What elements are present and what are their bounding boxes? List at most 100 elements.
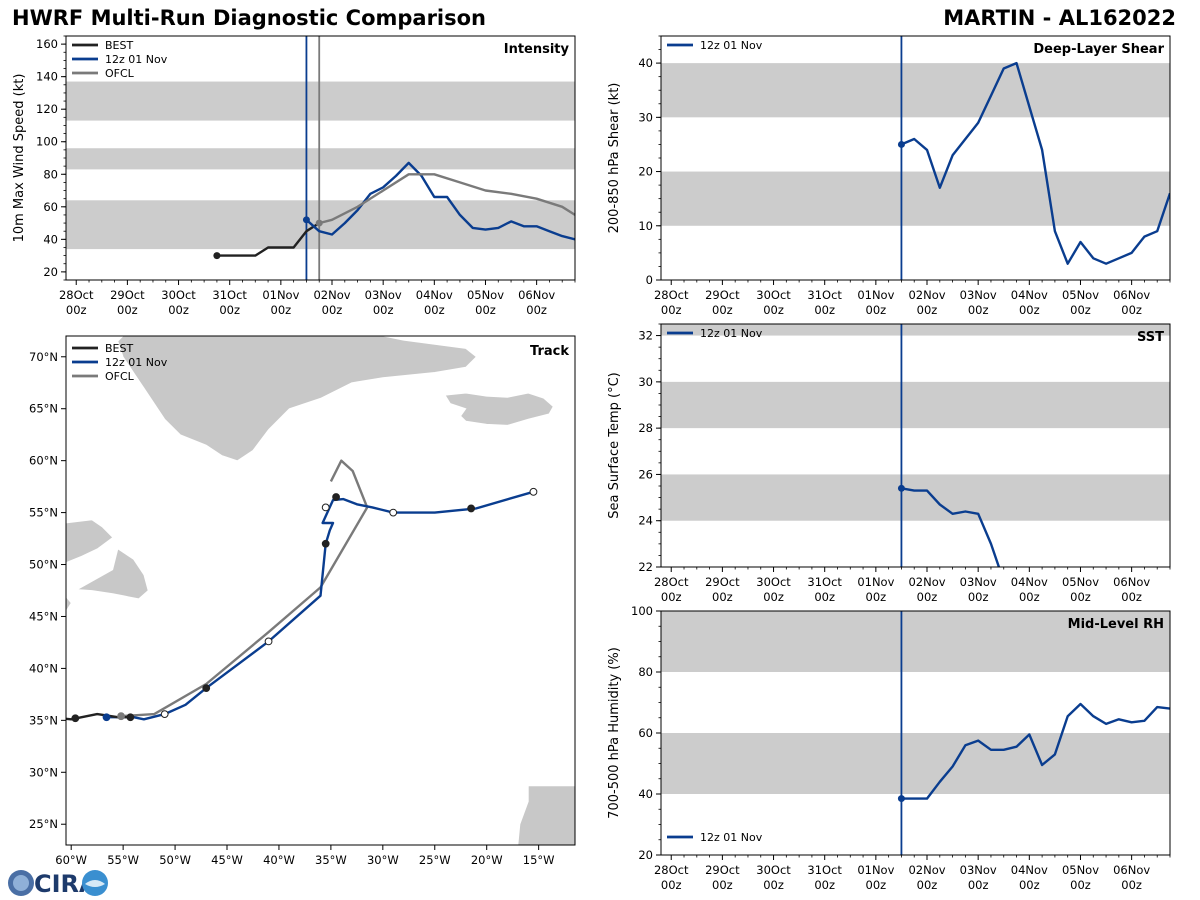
x-tick-label: 01Nov: [857, 863, 894, 877]
lat-tick-label: 65°N: [29, 402, 58, 416]
x-tick-sublabel: 00z: [917, 590, 938, 604]
x-tick-sublabel: 00z: [1121, 303, 1142, 317]
x-tick-sublabel: 00z: [866, 878, 887, 892]
x-tick-sublabel: 00z: [117, 303, 138, 317]
y-tick-label: 30: [638, 375, 653, 389]
x-tick-label: 30Oct: [756, 863, 791, 877]
track-line-ofcl: [121, 459, 369, 718]
storm-title: MARTIN - AL162022: [943, 6, 1176, 30]
threshold-band: [661, 381, 1170, 429]
page-title: HWRF Multi-Run Diagnostic Comparison: [12, 6, 487, 30]
y-tick-label: 100: [631, 604, 653, 618]
x-tick-sublabel: 00z: [814, 590, 835, 604]
x-tick-sublabel: 00z: [66, 303, 87, 317]
x-tick-label: 31Oct: [212, 288, 247, 302]
lon-tick-label: 55°W: [107, 853, 139, 867]
track-line-run: [106, 490, 534, 721]
x-tick-label: 29Oct: [705, 575, 740, 589]
x-tick-sublabel: 00z: [712, 303, 733, 317]
threshold-band: [661, 474, 1170, 521]
series-start-point-run: [897, 484, 905, 492]
track-marker-run: [321, 503, 330, 512]
x-tick-label: 28Oct: [654, 288, 689, 302]
y-axis-label: 200-850 hPa Shear (kt): [607, 83, 622, 234]
land-layer: [66, 336, 575, 845]
series-line-best: [216, 222, 320, 257]
x-tick-sublabel: 00z: [526, 303, 547, 317]
panel-title: Intensity: [504, 42, 570, 57]
track-marker-best: [71, 714, 80, 723]
y-tick-label: 40: [43, 232, 58, 246]
lon-tick-label: 25°W: [419, 853, 451, 867]
x-tick-sublabel: 00z: [424, 303, 445, 317]
x-tick-sublabel: 00z: [219, 303, 240, 317]
y-tick-label: 0: [646, 273, 653, 287]
series-line-run: [901, 487, 1001, 567]
track-layer: [66, 459, 538, 723]
lat-tick-label: 40°N: [29, 661, 58, 675]
track-marker-run: [321, 539, 330, 548]
lat-tick-label: 70°N: [29, 350, 58, 364]
y-axis-label: 700-500 hPa Humidity (%): [607, 647, 622, 819]
nova-scotia-shape: [66, 596, 72, 613]
y-tick-label: 30: [638, 110, 653, 124]
x-tick-label: 06Nov: [1113, 863, 1150, 877]
track-marker-run: [160, 710, 169, 719]
x-tick-sublabel: 00z: [661, 878, 682, 892]
lat-tick-label: 55°N: [29, 506, 58, 520]
labrador-shape: [66, 519, 114, 563]
x-tick-label: 28Oct: [59, 288, 94, 302]
y-tick-label: 120: [36, 102, 58, 116]
lat-tick-label: 60°N: [29, 454, 58, 468]
threshold-band: [661, 733, 1170, 794]
y-tick-label: 60: [43, 200, 58, 214]
x-tick-sublabel: 00z: [373, 303, 394, 317]
x-tick-label: 30Oct: [756, 575, 791, 589]
x-tick-label: 01Nov: [857, 575, 894, 589]
lat-tick-label: 35°N: [29, 713, 58, 727]
series-start-point-best: [213, 252, 221, 260]
y-tick-label: 40: [638, 56, 653, 70]
y-tick-label: 80: [43, 167, 58, 181]
y-tick-label: 40: [638, 787, 653, 801]
y-tick-label: 60: [638, 726, 653, 740]
x-tick-sublabel: 00z: [917, 878, 938, 892]
x-tick-label: 02Nov: [908, 863, 945, 877]
x-tick-sublabel: 00z: [1121, 590, 1142, 604]
threshold-band: [661, 63, 1170, 118]
track-marker-run: [264, 637, 273, 646]
x-tick-sublabel: 00z: [1121, 878, 1142, 892]
lon-tick-label: 60°W: [55, 853, 87, 867]
y-tick-label: 20: [43, 265, 58, 279]
lat-tick-label: 45°N: [29, 609, 58, 623]
x-tick-label: 31Oct: [807, 288, 842, 302]
y-axis-label: 10m Max Wind Speed (kt): [12, 74, 27, 243]
legend-label: 12z 01 Nov: [700, 39, 763, 52]
plot-frame: [65, 35, 576, 281]
legend-label: 12z 01 Nov: [105, 356, 168, 369]
x-tick-label: 02Nov: [908, 575, 945, 589]
x-tick-sublabel: 00z: [763, 878, 784, 892]
x-tick-sublabel: 00z: [712, 590, 733, 604]
panel-title: Deep-Layer Shear: [1033, 42, 1164, 57]
y-tick-label: 80: [638, 665, 653, 679]
legend-label: BEST: [105, 342, 133, 355]
plot-frame: [660, 35, 1171, 281]
x-tick-sublabel: 00z: [917, 303, 938, 317]
lon-tick-label: 45°W: [211, 853, 243, 867]
track-marker-run: [389, 508, 398, 517]
x-tick-sublabel: 00z: [322, 303, 343, 317]
y-tick-label: 32: [638, 329, 653, 343]
y-tick-label: 10: [638, 219, 653, 233]
y-tick-label: 20: [638, 848, 653, 862]
panel-title: Track: [530, 344, 569, 359]
x-tick-label: 31Oct: [807, 575, 842, 589]
x-tick-label: 28Oct: [654, 863, 689, 877]
x-tick-sublabel: 00z: [1070, 590, 1091, 604]
x-tick-sublabel: 00z: [661, 590, 682, 604]
x-tick-sublabel: 00z: [763, 303, 784, 317]
legend-label: OFCL: [105, 370, 135, 383]
threshold-band: [66, 148, 575, 170]
series-start-point-ofcl: [315, 219, 323, 227]
y-tick-label: 140: [36, 70, 58, 84]
